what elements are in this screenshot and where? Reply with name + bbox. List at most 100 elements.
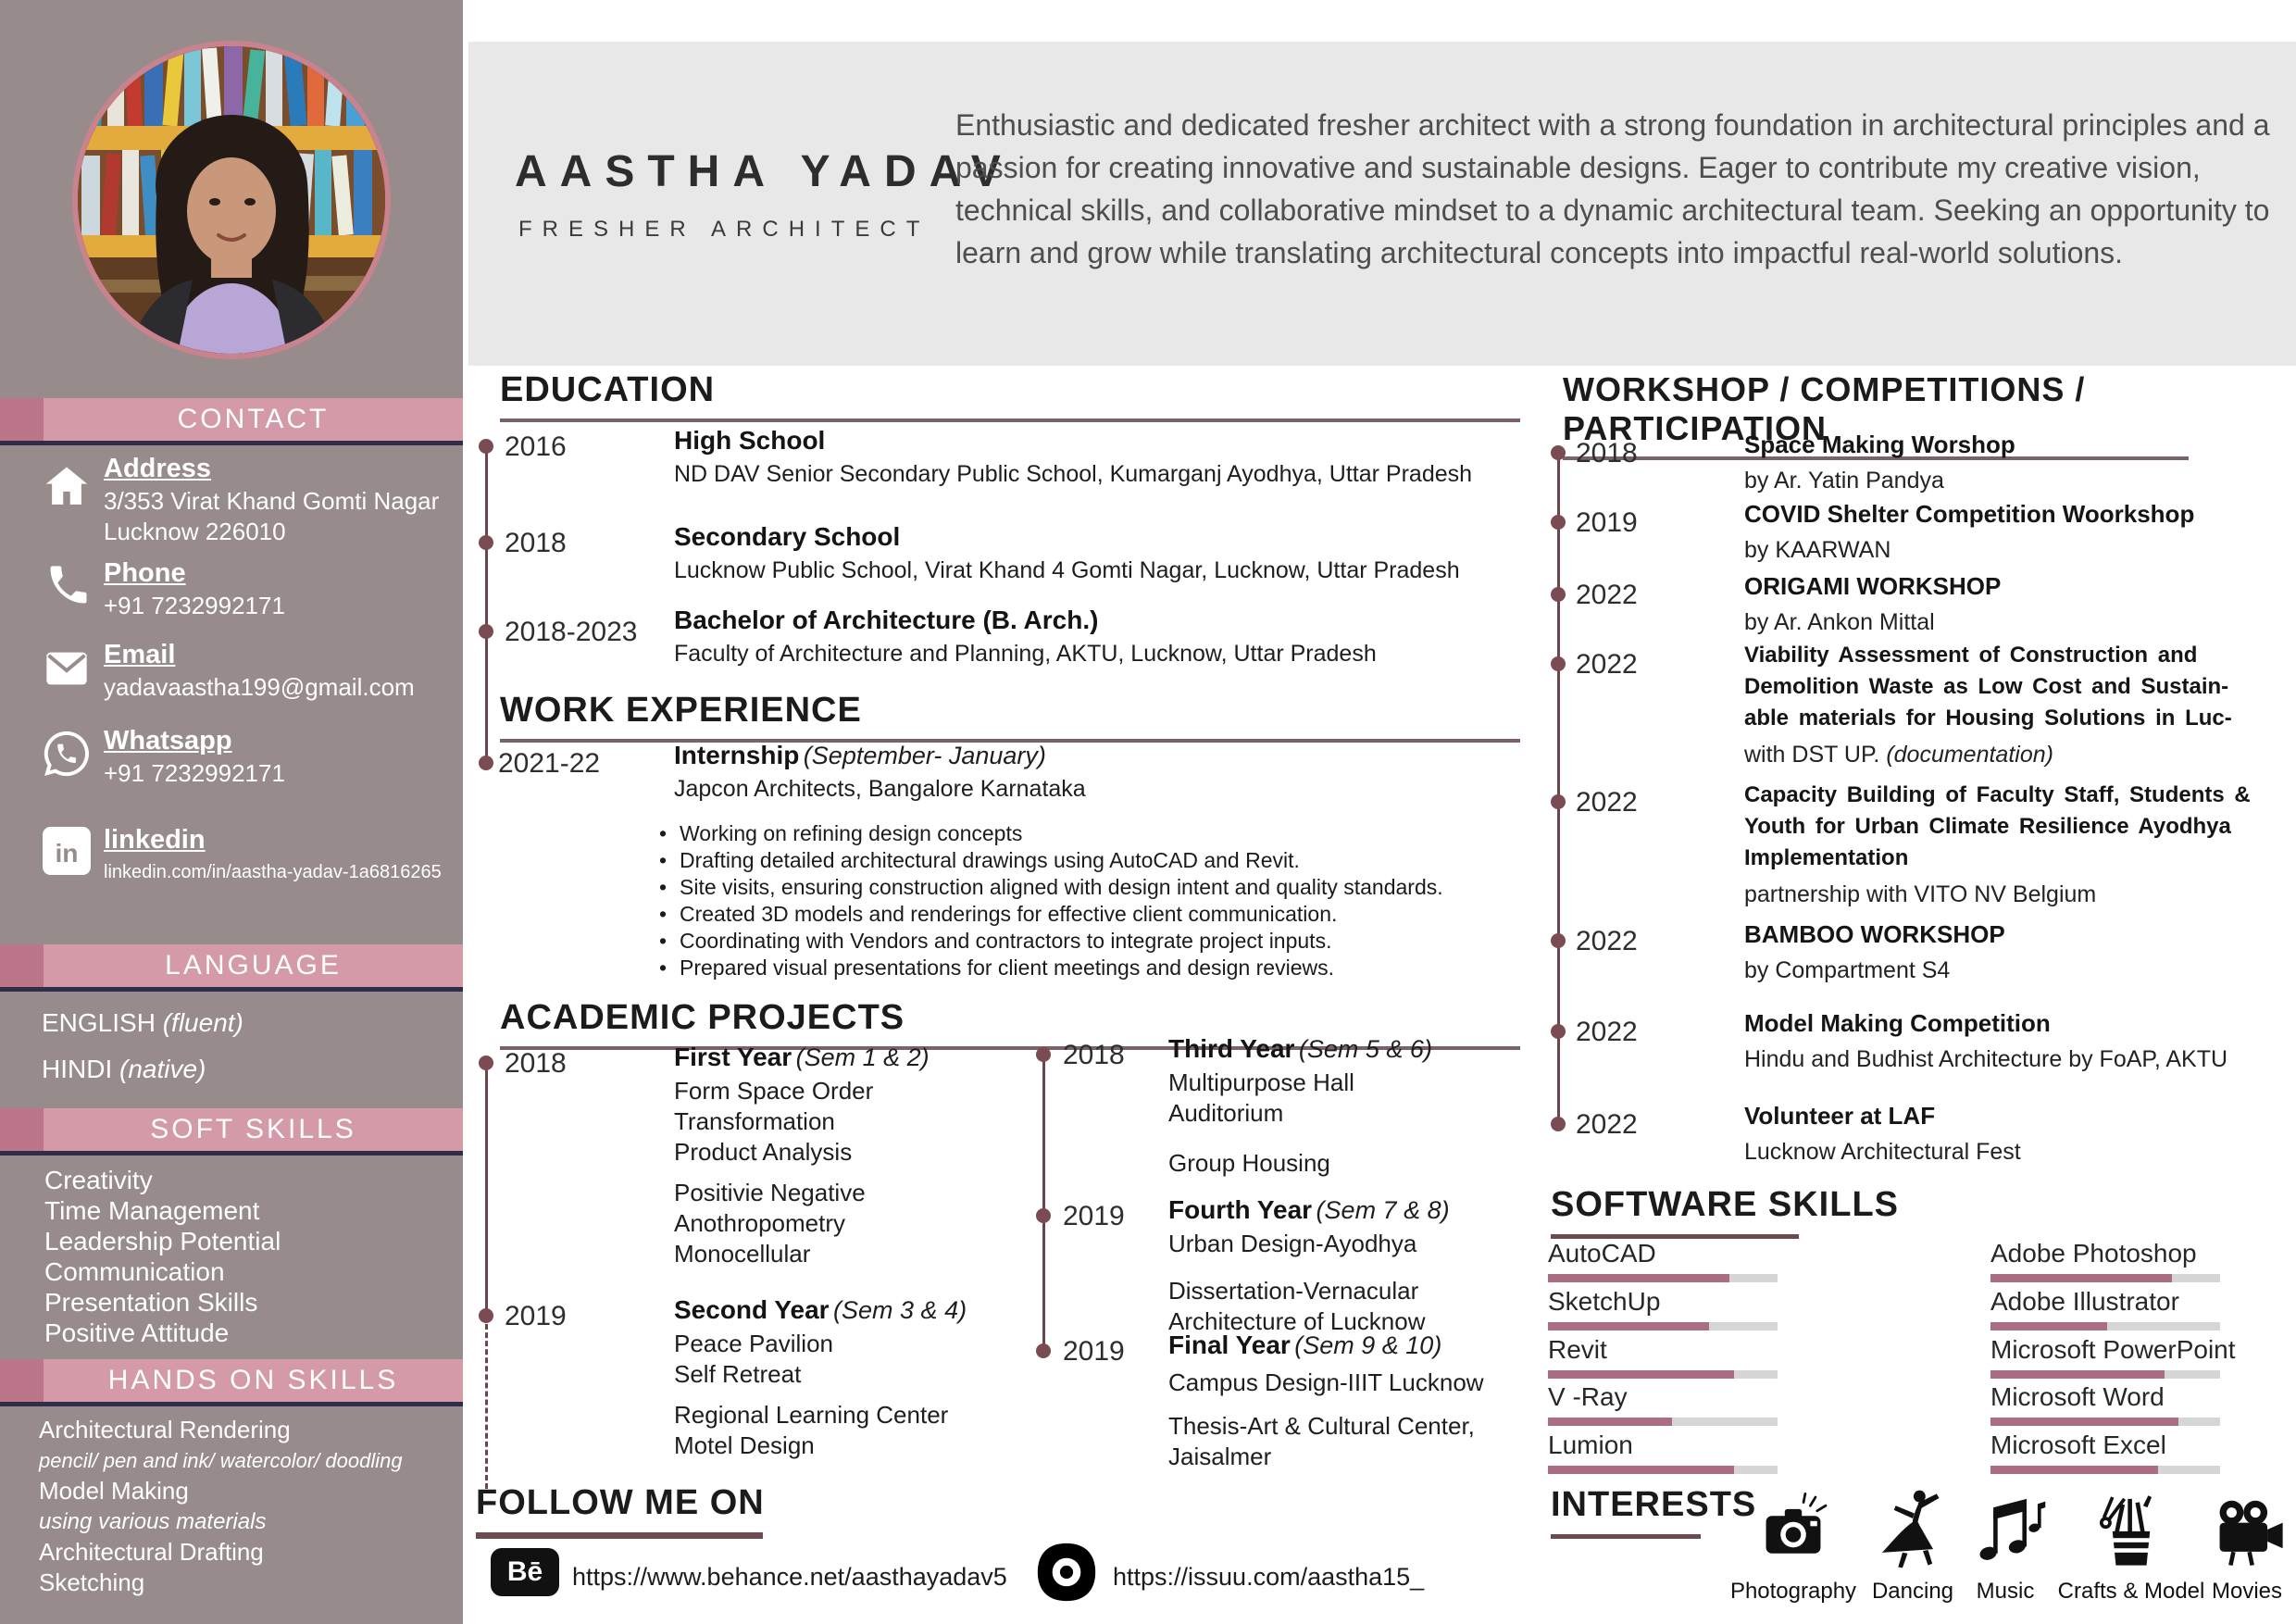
workshop-year: 2022 xyxy=(1576,649,1638,680)
bullet-icon: • xyxy=(659,929,668,953)
header-stripe xyxy=(0,944,44,987)
issuu-icon[interactable] xyxy=(1035,1541,1098,1604)
movie-camera-icon xyxy=(2219,1500,2283,1567)
home-icon xyxy=(41,460,93,512)
contact-item-whatsapp: Whatsapp +91 7232992171 xyxy=(104,723,455,789)
education-section-header: EDUCATION xyxy=(500,370,1520,422)
education-timeline xyxy=(485,444,488,763)
skill-bar xyxy=(1990,1370,2220,1379)
section-rule xyxy=(1551,1234,1799,1239)
skill-name: V -Ray xyxy=(1548,1382,1628,1411)
work-title: WORK EXPERIENCE xyxy=(500,691,862,730)
skill-name: Microsoft Word xyxy=(1990,1382,2165,1411)
skill-bar-fill xyxy=(1990,1322,2108,1330)
workshop-entry: Space Making Worshop by Ar. Yatin Pandya xyxy=(1744,431,2015,493)
project-group: Peace Pavilion Self Retreat xyxy=(674,1330,833,1388)
behance-link[interactable]: https://www.behance.net/aasthayadav5 xyxy=(572,1563,1007,1591)
project-year: 2019 xyxy=(1063,1201,1125,1231)
workshop-entry: Viability Assessment of Construction and… xyxy=(1744,643,2232,768)
bullet-icon: • xyxy=(659,875,668,899)
music-notes-icon xyxy=(1979,1498,2046,1560)
behance-icon[interactable]: Bē xyxy=(491,1548,559,1596)
soft-skill: Positive Attitude xyxy=(44,1318,230,1347)
interest-dancing: Dancing xyxy=(1839,1487,1987,1605)
project-year: 2018 xyxy=(505,1048,567,1079)
software-section-header: SOFTWARE SKILLS xyxy=(1551,1185,2106,1239)
section-rule xyxy=(476,1532,763,1539)
interest-label: Dancing xyxy=(1871,1579,1954,1604)
soft-skills-title: SOFT SKILLS xyxy=(150,1114,356,1144)
work-entry: Internship (September- January) Japcon A… xyxy=(674,739,1535,804)
projects-title: ACADEMIC PROJECTS xyxy=(500,998,905,1037)
language-title: LANGUAGE xyxy=(165,950,342,981)
project-group: Regional Learning Center Motel Design xyxy=(674,1401,949,1459)
skill-bar-fill xyxy=(1548,1274,1729,1282)
address-line2: Lucknow 226010 xyxy=(104,518,286,545)
section-rule xyxy=(500,1046,1520,1050)
issuu-link[interactable]: https://issuu.com/aastha15_ xyxy=(1113,1563,1425,1591)
work-bullets: • Working on refining design concepts • Dr… xyxy=(659,820,1534,981)
section-rule xyxy=(500,739,1520,743)
education-entry-detail: Lucknow Public School, Virat Khand 4 Gom… xyxy=(674,557,1460,583)
education-year: 2018-2023 xyxy=(505,617,638,647)
project-group: Dissertation-Vernacular Architecture of … xyxy=(1168,1277,1426,1335)
linkedin-value[interactable]: linkedin.com/in/aastha-yadav-1a6816265 xyxy=(104,862,442,882)
hands-on-skills-title: HANDS ON SKILLS xyxy=(107,1365,399,1395)
work-year: 2021-22 xyxy=(498,748,601,779)
skill-bar-fill xyxy=(1990,1370,2165,1379)
projects-timeline-left xyxy=(485,1063,488,1316)
timeline-dot xyxy=(1036,1047,1051,1062)
dancer-icon xyxy=(1881,1490,1940,1568)
crafts-tools-icon xyxy=(2099,1495,2152,1566)
skill-bar xyxy=(1990,1322,2220,1330)
hands-on-skills-list: Architectural Rendering pencil/ pen and … xyxy=(39,1415,455,1598)
interest-music: Music xyxy=(1931,1487,2079,1605)
whatsapp-label: Whatsapp xyxy=(104,726,232,756)
email-value[interactable]: yadavaastha199@gmail.com xyxy=(104,673,415,701)
profile-summary: Enthusiastic and dedicated fresher archi… xyxy=(955,108,2270,269)
soft-skill: Leadership Potential xyxy=(44,1227,281,1255)
workshop-year: 2018 xyxy=(1576,438,1638,468)
project-group: Multipurpose Hall Auditorium xyxy=(1168,1068,1354,1127)
timeline-dot xyxy=(479,756,493,770)
skill-bar-fill xyxy=(1548,1418,1672,1426)
project-year: 2018 xyxy=(1063,1040,1125,1070)
header-underline xyxy=(0,1151,463,1156)
hands-on-skill: Sketching xyxy=(39,1568,145,1596)
workshops-timeline xyxy=(1557,453,1560,1124)
language-name: HINDI xyxy=(42,1055,119,1083)
header-stripe xyxy=(0,1108,44,1151)
project-group: Campus Design-IIIT Lucknow xyxy=(1168,1368,1484,1396)
education-entry-title: Bachelor of Architecture (B. Arch.) xyxy=(674,606,1099,634)
whatsapp-icon xyxy=(41,728,93,780)
soft-skill: Time Management xyxy=(44,1196,260,1225)
hands-on-skill: Architectural Drafting xyxy=(39,1538,264,1566)
section-rule xyxy=(1551,1534,1701,1539)
header-bar xyxy=(44,1359,463,1402)
workshops-section-header: WORKSHOP / COMPETITIONS / PARTICIPATION xyxy=(1563,370,2189,460)
address-line1: 3/353 Virat Khand Gomti Nagar xyxy=(104,487,440,515)
skill-bar xyxy=(1990,1466,2220,1474)
skill-bar-fill xyxy=(1548,1370,1734,1379)
phone-value: +91 7232992171 xyxy=(104,592,285,619)
bullet-icon: • xyxy=(659,821,668,845)
bullet-icon: • xyxy=(659,848,668,872)
timeline-dot xyxy=(1551,1117,1566,1131)
soft-skill: Presentation Skills xyxy=(44,1288,258,1317)
education-year: 2016 xyxy=(505,431,567,462)
language-name: ENGLISH xyxy=(42,1008,156,1037)
interests-section-header: INTERESTS xyxy=(1551,1485,1828,1539)
timeline-dot xyxy=(479,535,493,550)
contact-section-header: CONTACT xyxy=(0,398,463,445)
skill-name: Revit xyxy=(1548,1335,1607,1364)
skill-bar xyxy=(1548,1466,1778,1474)
skill-name: Adobe Illustrator xyxy=(1990,1287,2179,1316)
projects-timeline-left-dashed xyxy=(485,1316,488,1489)
header-stripe xyxy=(0,398,44,441)
bullet-icon: • xyxy=(659,956,668,980)
work-bullet: • Drafting detailed architectural drawing… xyxy=(659,848,1300,872)
interest-label: Movies xyxy=(2211,1579,2283,1604)
education-title: EDUCATION xyxy=(500,370,716,409)
header-underline xyxy=(0,441,463,445)
